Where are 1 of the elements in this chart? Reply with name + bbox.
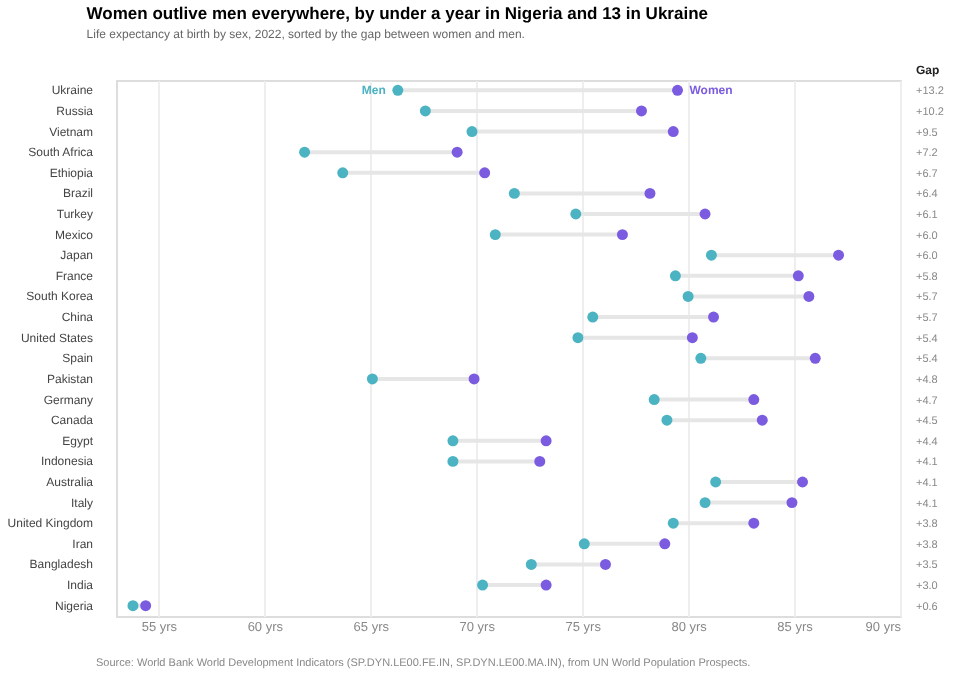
chart-title: Women outlive men everywhere, by under a year in Nigeria and 13 in Ukraine (86, 3, 709, 23)
